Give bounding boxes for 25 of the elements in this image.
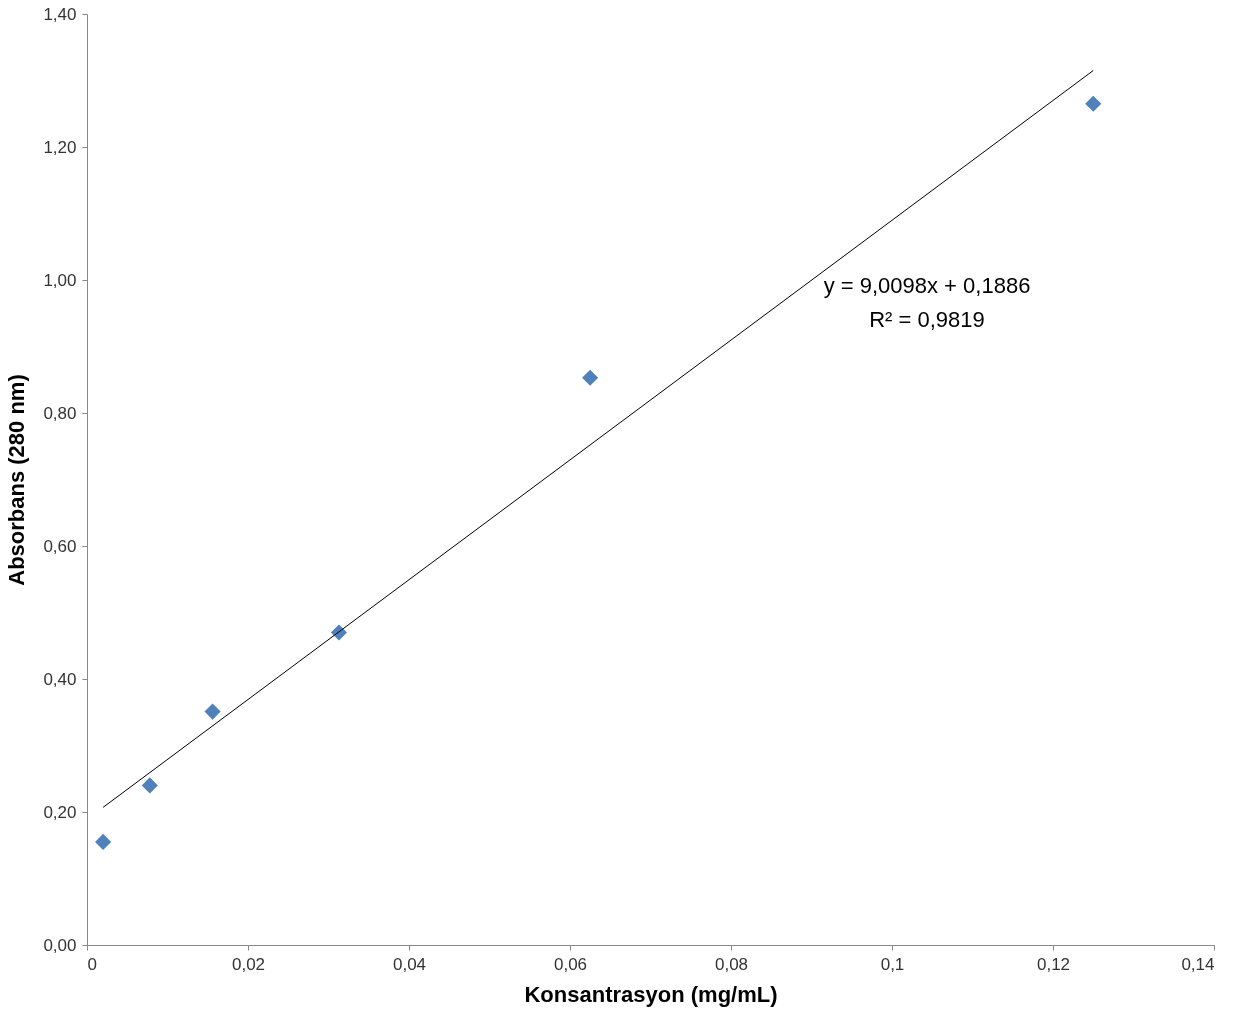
x-tick-label: 0,04 bbox=[392, 954, 427, 974]
x-tick-label: 0,06 bbox=[553, 954, 588, 974]
y-tick-label: 1,20 bbox=[43, 137, 77, 157]
y-tick-label: 1,00 bbox=[43, 270, 77, 290]
annotation: y = 9,0098x + 0,1886 bbox=[823, 273, 1031, 298]
point bbox=[1085, 95, 1102, 112]
y-tick-label: 0,40 bbox=[43, 669, 77, 689]
y-axis-title: Absorbans (280 nm) bbox=[4, 374, 30, 586]
x-axis-title: Konsantrasyon (mg/mL) bbox=[524, 981, 778, 1007]
y-tick-label: 0,00 bbox=[43, 935, 77, 955]
y-tick-label: 0,20 bbox=[43, 802, 77, 822]
x-tick-label: 0,08 bbox=[714, 954, 749, 974]
x-tick-label: 0 bbox=[87, 954, 97, 974]
x-tick-label: 0,02 bbox=[231, 954, 266, 974]
point bbox=[204, 703, 221, 720]
x-tick-label: 0,12 bbox=[1036, 954, 1071, 974]
y-tick-label: 0,80 bbox=[43, 403, 77, 423]
point bbox=[141, 777, 158, 794]
y-tick-label: 1,40 bbox=[43, 4, 77, 24]
annotation: R² = 0,9819 bbox=[869, 307, 985, 332]
point bbox=[582, 369, 599, 386]
x-tick-label: 0,14 bbox=[1181, 954, 1215, 974]
point bbox=[95, 833, 112, 850]
x-tick-label: 0,1 bbox=[880, 954, 905, 974]
y-tick-label: 0,60 bbox=[43, 536, 77, 556]
